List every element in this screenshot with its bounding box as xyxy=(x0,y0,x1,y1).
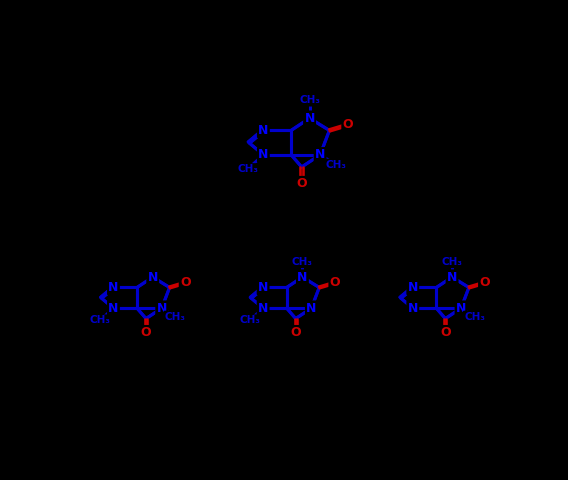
Text: N: N xyxy=(456,302,466,315)
Text: O: O xyxy=(329,276,340,289)
Text: CH₃: CH₃ xyxy=(325,160,346,170)
Text: N: N xyxy=(408,281,418,294)
Text: O: O xyxy=(296,177,307,190)
Text: N: N xyxy=(297,271,308,284)
Text: N: N xyxy=(315,148,325,161)
Text: O: O xyxy=(479,276,490,289)
Text: N: N xyxy=(258,281,268,294)
Text: N: N xyxy=(258,124,269,137)
Text: N: N xyxy=(304,112,315,125)
Text: CH₃: CH₃ xyxy=(165,312,186,322)
Text: N: N xyxy=(148,271,158,284)
Text: O: O xyxy=(440,326,450,339)
Text: O: O xyxy=(180,276,191,289)
Text: O: O xyxy=(343,119,353,132)
Text: N: N xyxy=(157,302,167,315)
Text: N: N xyxy=(108,281,119,294)
Text: CH₃: CH₃ xyxy=(237,164,258,174)
Text: N: N xyxy=(408,302,418,315)
Text: CH₃: CH₃ xyxy=(239,315,260,325)
Text: CH₃: CH₃ xyxy=(441,257,462,267)
Text: N: N xyxy=(306,302,316,315)
Text: CH₃: CH₃ xyxy=(90,315,111,325)
Text: N: N xyxy=(258,148,269,161)
Text: CH₃: CH₃ xyxy=(464,312,485,322)
Text: O: O xyxy=(141,326,151,339)
Text: CH₃: CH₃ xyxy=(299,96,320,106)
Text: N: N xyxy=(447,271,457,284)
Text: N: N xyxy=(258,302,268,315)
Text: O: O xyxy=(290,326,301,339)
Text: N: N xyxy=(108,302,119,315)
Text: CH₃: CH₃ xyxy=(292,257,313,267)
